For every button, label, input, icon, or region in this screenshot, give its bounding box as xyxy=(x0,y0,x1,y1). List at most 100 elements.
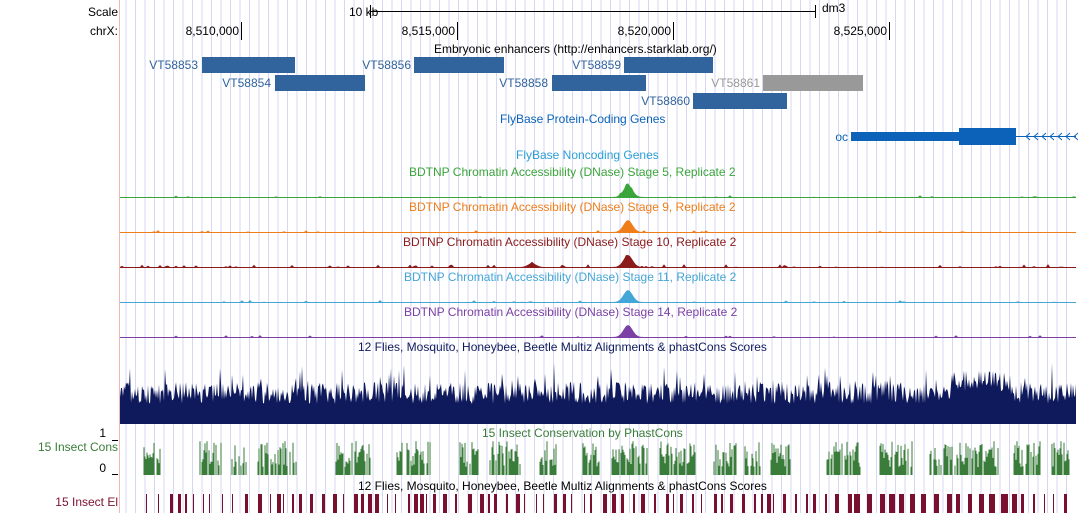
assembly-label: dm3 xyxy=(822,1,846,15)
strand-arrow xyxy=(1065,132,1071,141)
dnase-stage9-title[interactable]: BDTNP Chromatin Accessibility (DNase) St… xyxy=(409,200,736,214)
conserved-element xyxy=(934,494,939,513)
conserved-element xyxy=(979,494,984,513)
coding-genes-track-title[interactable]: FlyBase Protein-Coding Genes xyxy=(500,112,666,126)
conserved-element xyxy=(806,494,808,513)
conserved-element xyxy=(899,494,904,513)
conserved-element xyxy=(543,494,544,513)
enhancer-label-vt58853[interactable]: VT58853 xyxy=(149,58,198,72)
enhancer-feature-vt58856 xyxy=(414,57,504,73)
conserved-element xyxy=(299,494,302,513)
conserved-element xyxy=(721,494,723,513)
conserved-element xyxy=(612,494,616,513)
conserved-element xyxy=(680,494,683,513)
conserved-element xyxy=(714,494,717,513)
conserved-element xyxy=(867,494,872,513)
gene-exon-block xyxy=(959,128,1016,145)
dnase-stage11-title[interactable]: BDTNP Chromatin Accessibility (DNase) St… xyxy=(404,270,737,284)
scale-bar-text: 10 kb xyxy=(349,5,379,19)
conserved-element xyxy=(742,494,745,513)
enhancer-label-vt58861[interactable]: VT58861 xyxy=(711,76,760,90)
conserved-element xyxy=(910,494,915,513)
conserved-element xyxy=(203,494,204,513)
conserved-element xyxy=(956,494,960,513)
conserved-element xyxy=(1021,494,1024,513)
conserved-element xyxy=(666,494,669,513)
dnase-stage5-title[interactable]: BDTNP Chromatin Accessibility (DNase) St… xyxy=(409,165,736,179)
conserved-element xyxy=(185,494,187,513)
dnase-stage10-title[interactable]: BDTNP Chromatin Accessibility (DNase) St… xyxy=(403,235,737,249)
conserved-element xyxy=(795,494,797,513)
enhancer-feature-vt58858 xyxy=(552,75,646,91)
enhancer-feature-vt58861 xyxy=(763,75,863,91)
conserved-element xyxy=(590,494,592,513)
gene-utr-block xyxy=(851,132,959,141)
conserved-element xyxy=(701,494,702,513)
conserved-element xyxy=(524,494,525,513)
conserved-element xyxy=(536,494,537,513)
conserved-element xyxy=(835,494,839,513)
conserved-element xyxy=(621,494,624,513)
enhancer-label-vt58860[interactable]: VT58860 xyxy=(641,94,690,108)
elements-side-label[interactable]: 15 Insect El xyxy=(55,495,118,509)
conserved-element xyxy=(921,494,926,513)
conserved-element xyxy=(889,494,895,513)
enhancers-track-title[interactable]: Embryonic enhancers (http://enhancers.st… xyxy=(434,42,717,56)
cons-side-label[interactable]: 15 Insect Cons xyxy=(37,440,118,454)
conserved-element xyxy=(1033,494,1035,513)
dnase-signal xyxy=(120,183,1076,197)
conserved-element xyxy=(633,494,635,513)
conserved-element xyxy=(387,494,388,513)
tick-label-2: 8,515,000 xyxy=(401,24,455,38)
conserved-element xyxy=(354,494,358,513)
conserved-element xyxy=(433,494,436,513)
multiz-density xyxy=(120,362,1076,424)
conserved-element xyxy=(277,494,281,513)
conserved-element xyxy=(258,494,262,513)
multiz-track-title[interactable]: 12 Flies, Mosquito, Honeybee, Beetle Mul… xyxy=(358,340,767,354)
conserved-element xyxy=(170,494,173,513)
conserved-element xyxy=(641,494,645,513)
gene-label-oc[interactable]: oc xyxy=(835,130,848,144)
conserved-element xyxy=(767,494,771,513)
strand-arrow xyxy=(1073,132,1078,141)
strand-arrow xyxy=(1057,132,1063,141)
elements-track-title[interactable]: 12 Flies, Mosquito, Honeybee, Beetle Mul… xyxy=(358,479,767,493)
enhancer-label-vt58854[interactable]: VT58854 xyxy=(222,76,271,90)
enhancer-feature-vt58860 xyxy=(693,93,787,109)
scale-label: Scale xyxy=(87,5,118,19)
conserved-element xyxy=(554,494,557,513)
conserved-element xyxy=(480,494,484,513)
conserved-element xyxy=(563,494,566,513)
conserved-element xyxy=(783,494,786,513)
conserved-element xyxy=(283,494,284,513)
conserved-element xyxy=(494,494,497,513)
conserved-element xyxy=(989,494,995,513)
tick-label-3: 8,520,000 xyxy=(617,24,671,38)
conserved-element xyxy=(773,494,774,513)
conserved-element xyxy=(146,494,147,513)
conserved-element xyxy=(426,494,427,513)
enhancer-label-vt58856[interactable]: VT58856 xyxy=(362,58,411,72)
cons-track-title[interactable]: 15 Insect Conservation by PhastCons xyxy=(482,426,683,440)
dnase-stage14-title[interactable]: BDTNP Chromatin Accessibility (DNase) St… xyxy=(404,305,738,319)
strand-arrow xyxy=(1025,132,1031,141)
noncoding-genes-track-title[interactable]: FlyBase Noncoding Genes xyxy=(516,148,659,162)
enhancer-label-vt58859[interactable]: VT58859 xyxy=(572,58,621,72)
enhancer-label-vt58858[interactable]: VT58858 xyxy=(499,76,548,90)
conserved-element xyxy=(361,494,364,513)
conserved-element xyxy=(673,494,674,513)
conserved-element xyxy=(1012,494,1017,513)
tick-label-4: 8,525,000 xyxy=(833,24,887,38)
conserved-element xyxy=(1001,494,1008,513)
conserved-element xyxy=(571,494,572,513)
conserved-element xyxy=(654,494,656,513)
conserved-element xyxy=(178,494,181,513)
conserved-element xyxy=(270,494,271,513)
enhancer-feature-vt58854 xyxy=(275,75,365,91)
conserved-element xyxy=(754,494,756,513)
conserved-element xyxy=(292,494,294,513)
conserved-element xyxy=(408,494,410,513)
